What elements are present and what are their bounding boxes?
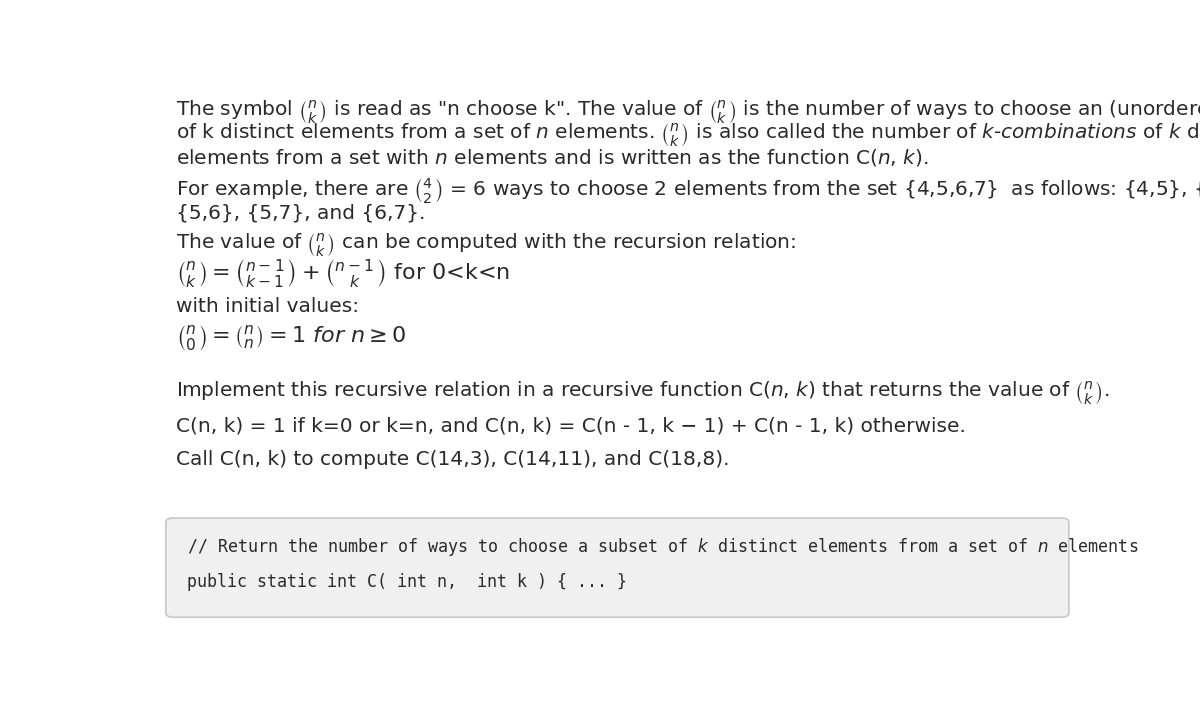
Text: with initial values:: with initial values: [176,297,359,316]
Text: // Return the number of ways to choose a subset of $k$ distinct elements from a : // Return the number of ways to choose a… [187,536,1139,558]
Text: public static int C( int n,  int k ) { ... }: public static int C( int n, int k ) { ..… [187,572,628,590]
Text: The symbol $\binom{n}{k}$ is read as "n choose k". The value of $\binom{n}{k}$ i: The symbol $\binom{n}{k}$ is read as "n … [176,98,1200,125]
FancyBboxPatch shape [166,518,1069,617]
Text: elements from a set with $n$ elements and is written as the function C($n$, $k$): elements from a set with $n$ elements an… [176,147,929,168]
Text: {5,6}, {5,7}, and {6,7}.: {5,6}, {5,7}, and {6,7}. [176,203,426,222]
Text: Call C(n, k) to compute C(14,3), C(14,11), and C(18,8).: Call C(n, k) to compute C(14,3), C(14,11… [176,450,730,468]
Text: of k distinct elements from a set of $n$ elements. $\binom{n}{k}$ is also called: of k distinct elements from a set of $n$… [176,121,1200,149]
Text: $\binom{n}{k} = \binom{n-1}{k-1} + \binom{n-1}{k}$ for 0<k<n: $\binom{n}{k} = \binom{n-1}{k-1} + \bino… [176,258,510,291]
Text: C(n, k) = 1 if k=0 or k=n, and C(n, k) = C(n - 1, k − 1) + C(n - 1, k) otherwise: C(n, k) = 1 if k=0 or k=n, and C(n, k) =… [176,417,966,436]
Text: Implement this recursive relation in a recursive function C($n$, $k$) that retur: Implement this recursive relation in a r… [176,379,1109,407]
Text: $\binom{n}{0} = \binom{n}{n} = 1\ \mathit{for}\ n \geq 0$: $\binom{n}{0} = \binom{n}{n} = 1\ \mathi… [176,323,407,352]
Text: The value of $\binom{n}{k}$ can be computed with the recursion relation:: The value of $\binom{n}{k}$ can be compu… [176,231,797,259]
Text: For example, there are $\binom{4}{2}$ = 6 ways to choose 2 elements from the set: For example, there are $\binom{4}{2}$ = … [176,176,1200,205]
